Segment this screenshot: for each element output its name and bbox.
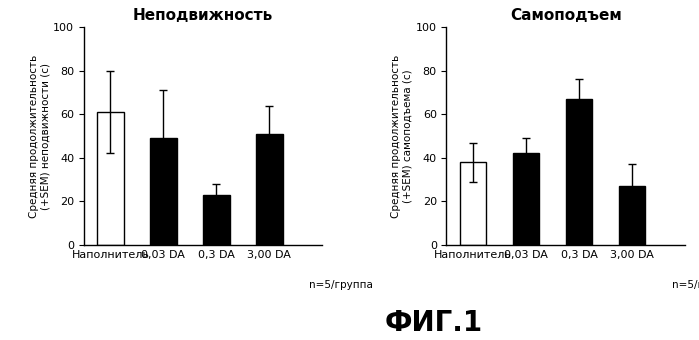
Bar xyxy=(97,112,124,245)
Bar xyxy=(513,153,539,245)
Text: n=5/группа: n=5/группа xyxy=(309,279,373,290)
Y-axis label: Средняя продолжительность
(+SEM) самоподъема (с): Средняя продолжительность (+SEM) самопод… xyxy=(391,54,413,218)
Bar xyxy=(256,134,282,245)
Title: Неподвижность: Неподвижность xyxy=(133,8,273,23)
Text: ФИГ.1: ФИГ.1 xyxy=(384,309,482,337)
Bar xyxy=(619,186,645,245)
Bar xyxy=(460,162,487,245)
Title: Самоподъем: Самоподъем xyxy=(510,8,621,23)
Bar xyxy=(150,138,177,245)
Text: n=5/группа: n=5/группа xyxy=(672,279,699,290)
Bar xyxy=(565,99,592,245)
Bar xyxy=(203,195,230,245)
Y-axis label: Средняя продолжительность
(+SEM) неподвижности (с): Средняя продолжительность (+SEM) неподви… xyxy=(29,54,50,218)
